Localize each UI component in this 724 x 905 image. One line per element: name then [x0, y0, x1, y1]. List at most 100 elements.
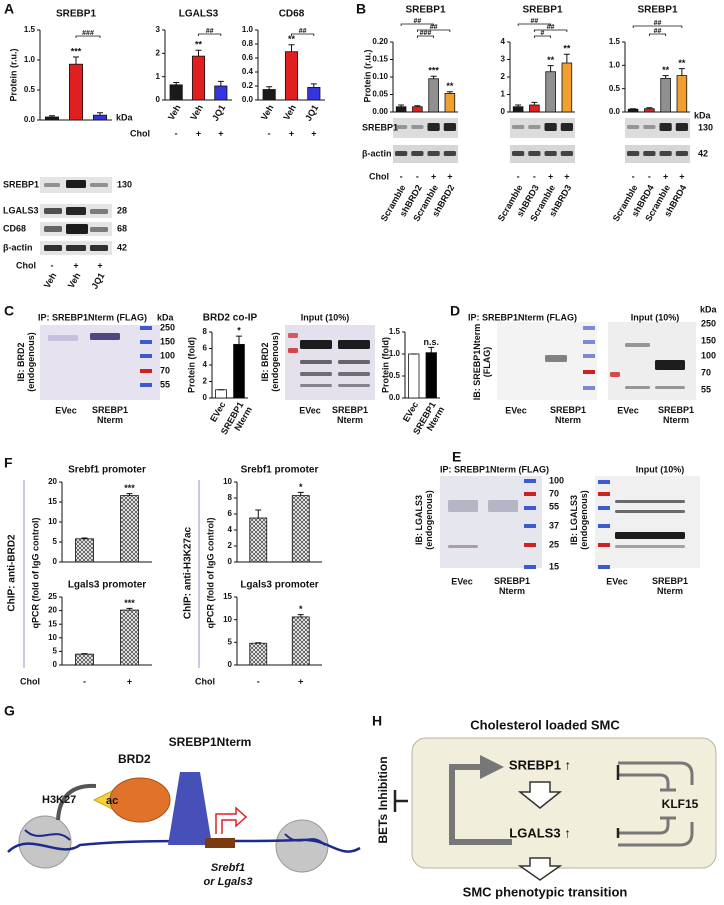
- marker-label: 15: [549, 561, 559, 571]
- chol-sign: +: [97, 260, 102, 270]
- bar: [529, 104, 540, 113]
- bar: [676, 75, 688, 113]
- band: [66, 207, 86, 215]
- y-tick-label: 5: [53, 647, 58, 656]
- y-tick-label: 25: [48, 592, 57, 601]
- band: [615, 510, 685, 513]
- error-bar: [646, 107, 653, 109]
- ib-label: IB: BRD2(endogenous): [260, 332, 280, 392]
- marker-label: 70: [160, 365, 170, 375]
- bar: [425, 352, 437, 399]
- dna-wrap: [24, 829, 326, 846]
- y-axis-label: qPCR (fold of IgG control): [30, 518, 40, 629]
- panel-label: A: [4, 1, 14, 17]
- marker-label: 70: [549, 488, 559, 498]
- band: [544, 151, 557, 156]
- y-tick-label: 0: [53, 557, 58, 566]
- band: [66, 245, 86, 251]
- band: [395, 125, 408, 129]
- ib-label: IB: SREBP1Nterm(FLAG): [472, 324, 492, 401]
- chol-sign: -: [533, 171, 536, 181]
- brd2-shape: [109, 777, 171, 823]
- diagram-title: Cholesterol loaded SMC: [470, 717, 620, 732]
- band: [610, 372, 620, 377]
- error-bar: [217, 80, 224, 86]
- significance: ##: [299, 28, 307, 35]
- band: [643, 151, 656, 156]
- band: [338, 384, 370, 387]
- marker-label: 55: [160, 379, 170, 389]
- marker-label: 25: [549, 539, 559, 549]
- panel-label: F: [4, 455, 13, 471]
- y-axis-label: Protein (fold): [380, 337, 390, 393]
- chol-sign: -: [268, 128, 271, 138]
- chol-sign: +: [73, 260, 78, 270]
- y-tick-label: 3: [156, 25, 161, 34]
- y-tick-label: 1.0: [609, 60, 621, 69]
- bar: [93, 114, 108, 121]
- significance-bracket: [533, 35, 552, 38]
- input-label: Input (10%): [301, 312, 350, 322]
- chol-label: Chol: [16, 260, 36, 270]
- y-axis-label: Protein (r.u.): [362, 49, 372, 102]
- error-bar: [266, 86, 273, 90]
- band: [300, 360, 332, 364]
- y-tick-label: 0: [228, 557, 233, 566]
- y-tick-label: 0.5: [609, 84, 621, 93]
- ladder-band: [524, 479, 536, 483]
- ladder-band: [598, 480, 610, 484]
- chart-title: Lgals3 promoter: [240, 580, 318, 591]
- bar: [169, 84, 183, 101]
- error-bar: [428, 346, 435, 353]
- y-tick-label: 0: [53, 660, 58, 669]
- significance: ###: [82, 30, 94, 37]
- y-tick-label: 0: [156, 95, 161, 104]
- band: [512, 125, 525, 129]
- band: [655, 386, 685, 389]
- x-tick-label: Veh: [282, 103, 299, 122]
- band: [443, 151, 456, 156]
- ladder-band: [598, 565, 610, 569]
- band: [288, 348, 298, 353]
- nucleosome: [275, 819, 329, 873]
- blot: [625, 118, 690, 138]
- y-tick-label: 1.5: [389, 327, 401, 336]
- ladder-band: [524, 506, 536, 510]
- chol-label: Chol: [369, 171, 389, 181]
- significance: *: [299, 604, 303, 614]
- feedback-line: [618, 761, 694, 792]
- x-tick-label: JQ1: [90, 271, 107, 291]
- bar: [284, 51, 299, 101]
- ib-label: IB: BRD2(endogenous): [16, 332, 36, 392]
- y-tick-label: 1: [156, 72, 161, 81]
- significance: *: [299, 482, 303, 492]
- bar: [545, 71, 556, 113]
- ladder-band: [598, 506, 610, 510]
- y-tick-label: 0.4: [242, 67, 254, 76]
- ladder-band: [140, 369, 152, 373]
- ladder-band: [524, 543, 536, 547]
- panel-label: B: [356, 1, 366, 17]
- band: [528, 151, 541, 156]
- error-bar: [49, 115, 55, 117]
- bar: [627, 108, 639, 113]
- y-tick-label: 0.15: [372, 55, 388, 64]
- significance-bracket: [648, 33, 667, 36]
- chol-sign: +: [663, 171, 668, 181]
- y-tick-label: 5: [228, 637, 233, 646]
- chart-title: SREBP1: [637, 5, 677, 16]
- ladder-band: [524, 565, 536, 569]
- band: [90, 245, 108, 251]
- significance: ##: [430, 24, 438, 31]
- lane-label: SREBP1 Nterm: [550, 405, 586, 425]
- error-bar: [547, 65, 554, 72]
- significance-bracket: [75, 35, 101, 38]
- y-tick-label: 10: [223, 615, 232, 624]
- band: [528, 125, 541, 129]
- y-axis-label: Protein (r.u.): [8, 48, 18, 101]
- inhibit-symbol: [393, 790, 408, 812]
- ladder-band: [598, 492, 610, 496]
- band: [44, 245, 62, 251]
- band: [90, 209, 108, 214]
- error-bar: [662, 75, 669, 79]
